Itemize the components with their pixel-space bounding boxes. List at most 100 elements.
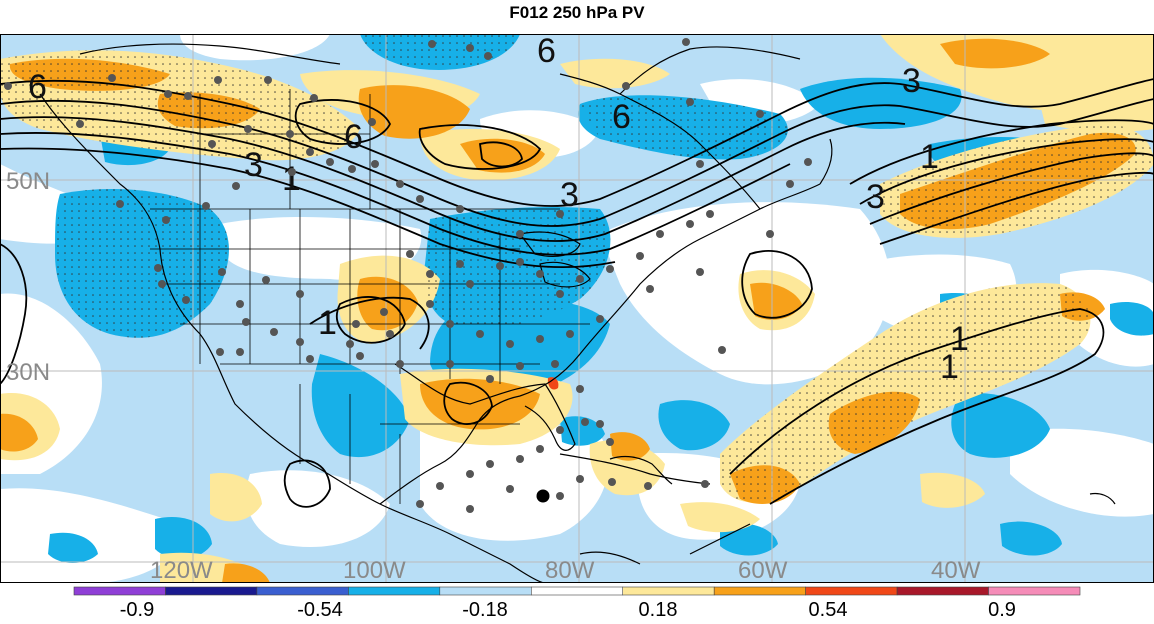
station-dot: [162, 216, 170, 224]
station-dot: [516, 455, 524, 463]
contour-label: 6: [28, 68, 47, 106]
station-dot: [536, 270, 544, 278]
contour-label: 1: [282, 160, 301, 198]
station-dot: [426, 270, 434, 278]
station-dot: [380, 308, 388, 316]
colorbar-swatch: [805, 586, 898, 596]
contour-label: 1: [950, 320, 969, 358]
station-dot: [244, 125, 252, 133]
extreme-pv-spot: [547, 377, 559, 390]
station-dot: [264, 76, 272, 84]
coastlines: [39, 43, 1116, 583]
station-dot: [218, 268, 226, 276]
station-markers: [4, 38, 812, 513]
colorbar-swatch: [896, 586, 989, 596]
station-dot: [644, 482, 652, 490]
station-dot: [686, 220, 694, 228]
station-dot: [466, 280, 474, 288]
contour-label: 3: [560, 176, 579, 214]
station-dot: [236, 348, 244, 356]
graticule: [0, 34, 1154, 583]
contour-label: 1: [940, 348, 959, 386]
station-dot: [108, 74, 116, 82]
lon-label-60w: 60W: [738, 557, 788, 583]
contour-label: 3: [866, 178, 885, 216]
station-dot: [208, 140, 216, 148]
station-dot: [786, 180, 794, 188]
station-dot: [436, 482, 444, 490]
station-dot: [696, 268, 704, 276]
station-dot: [486, 460, 494, 468]
station-dot: [606, 265, 614, 273]
station-dot: [386, 330, 394, 338]
lon-label-120w: 120W: [150, 557, 213, 583]
colorbar-swatch: [622, 586, 715, 596]
colorbar-tick-label: -0.18: [462, 599, 508, 619]
station-dot: [296, 290, 304, 298]
station-dot: [576, 385, 584, 393]
contour-label: 1: [318, 304, 337, 342]
station-dot: [608, 478, 616, 486]
colorbar-boxes: [73, 586, 1081, 596]
station-dot: [202, 202, 210, 210]
pv-map: 6 6 6 3 1 3 6 3 1 3 1 1 1 50N 30N 120W 1…: [0, 34, 1154, 583]
station-dot: [536, 335, 544, 343]
station-dot: [242, 318, 250, 326]
station-dot: [216, 348, 224, 356]
station-dot: [484, 52, 492, 60]
colorbar-svg: -0.9 -0.54 -0.18 0.18 0.54 0.9: [73, 586, 1081, 621]
station-dot: [116, 200, 124, 208]
station-dot: [296, 338, 304, 346]
station-dot: [416, 195, 424, 203]
station-dot: [701, 480, 709, 488]
contour-label: 6: [537, 34, 556, 70]
station-dot: [371, 160, 379, 168]
station-dot: [536, 445, 544, 453]
colorbar-tick-label: 0.9: [988, 599, 1016, 619]
station-dot: [182, 296, 190, 304]
station-dot: [646, 285, 654, 293]
station-dot: [686, 98, 694, 106]
highlighted-station-marker: [536, 489, 550, 503]
station-dot: [756, 110, 764, 118]
station-dot: [356, 352, 364, 360]
station-dot: [466, 470, 474, 478]
station-dot: [426, 300, 434, 308]
lon-label-40w: 40W: [931, 557, 981, 583]
station-dot: [516, 362, 524, 370]
contour-labels: 6 6 6 3 1 3 6 3 1 3 1 1 1: [28, 34, 969, 386]
colorbar-tick-label: 0.18: [639, 599, 678, 619]
station-dot: [506, 340, 514, 348]
station-dot: [551, 360, 559, 368]
station-dot: [466, 505, 474, 513]
station-dot: [506, 485, 514, 493]
near-zero-areas: [0, 34, 1154, 583]
station-dot: [352, 320, 360, 328]
station-dot: [516, 230, 524, 238]
station-dot: [466, 44, 474, 52]
contour-label: 6: [344, 118, 363, 156]
station-dot: [766, 230, 774, 238]
station-dot: [184, 92, 192, 100]
colorbar-tick-label: -0.9: [120, 599, 154, 619]
station-dot: [262, 276, 270, 284]
station-dot: [682, 38, 690, 46]
station-dot: [286, 130, 294, 138]
station-dot: [718, 346, 726, 354]
map-title: F012 250 hPa PV: [509, 3, 645, 22]
station-dot: [516, 258, 524, 266]
colorbar-swatch: [530, 586, 624, 596]
station-dot: [606, 438, 614, 446]
station-dot: [486, 375, 494, 383]
station-dot: [346, 340, 354, 348]
station-dot: [288, 168, 296, 176]
colorbar-swatch: [439, 586, 532, 596]
station-dot: [310, 94, 318, 102]
station-dot: [232, 182, 240, 190]
lat-label-30n: 30N: [6, 359, 50, 386]
station-dot: [576, 275, 584, 283]
station-dot: [214, 76, 222, 84]
station-dot: [306, 355, 314, 363]
station-dot: [576, 475, 584, 483]
contour-label: 6: [612, 98, 631, 136]
